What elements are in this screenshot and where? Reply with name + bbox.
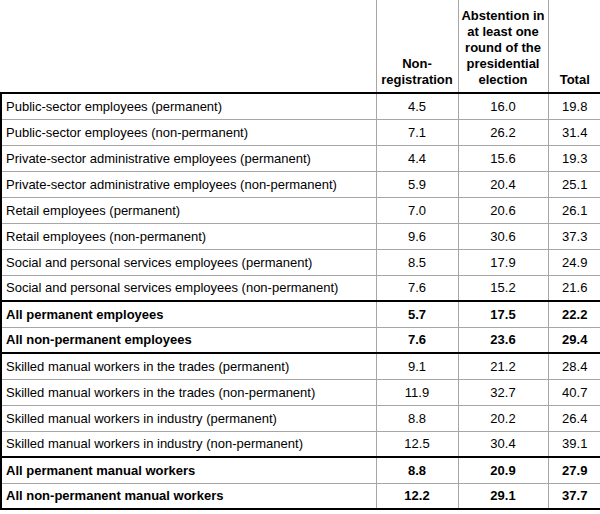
row-label-cell: All permanent employees bbox=[1, 301, 376, 327]
total-cell: 29.4 bbox=[548, 327, 600, 353]
non-registration-cell: 7.6 bbox=[376, 275, 458, 301]
table-row: Public-sector employees (non-permanent)7… bbox=[1, 119, 600, 145]
non-registration-cell: 8.8 bbox=[376, 457, 458, 483]
total-cell: 31.4 bbox=[548, 119, 600, 145]
non-registration-cell: 9.1 bbox=[376, 353, 458, 379]
row-label-cell: Skilled manual workers in the trades (pe… bbox=[1, 353, 376, 379]
table-row: All non-permanent manual workers12.229.1… bbox=[1, 483, 600, 509]
total-cell: 25.1 bbox=[548, 171, 600, 197]
table-row: Skilled manual workers in industry (non-… bbox=[1, 431, 600, 457]
non-registration-cell: 5.7 bbox=[376, 301, 458, 327]
abstention-cell: 23.6 bbox=[458, 327, 548, 353]
total-cell: 21.6 bbox=[548, 275, 600, 301]
abstention-cell: 32.7 bbox=[458, 379, 548, 405]
non-registration-cell: 8.5 bbox=[376, 249, 458, 275]
total-cell: 24.9 bbox=[548, 249, 600, 275]
table-header: Non- registration Abstention in at least… bbox=[1, 0, 600, 93]
abstention-cell: 17.5 bbox=[458, 301, 548, 327]
row-label-cell: Skilled manual workers in the trades (no… bbox=[1, 379, 376, 405]
row-label-cell: Public-sector employees (permanent) bbox=[1, 93, 376, 119]
table-body: Public-sector employees (permanent)4.516… bbox=[1, 93, 600, 509]
header-row: Non- registration Abstention in at least… bbox=[1, 0, 600, 93]
table-row: Public-sector employees (permanent)4.516… bbox=[1, 93, 600, 119]
column-header-non-registration: Non- registration bbox=[376, 0, 458, 93]
page: Non- registration Abstention in at least… bbox=[0, 0, 600, 514]
abstention-cell: 29.1 bbox=[458, 483, 548, 509]
total-cell: 37.7 bbox=[548, 483, 600, 509]
abstention-cell: 16.0 bbox=[458, 93, 548, 119]
abstention-cell: 20.6 bbox=[458, 197, 548, 223]
table-row: All permanent manual workers8.820.927.9 bbox=[1, 457, 600, 483]
non-registration-cell: 7.6 bbox=[376, 327, 458, 353]
abstention-cell: 17.9 bbox=[458, 249, 548, 275]
non-registration-cell: 11.9 bbox=[376, 379, 458, 405]
non-registration-cell: 12.2 bbox=[376, 483, 458, 509]
non-registration-cell: 8.8 bbox=[376, 405, 458, 431]
table-row: Social and personal services employees (… bbox=[1, 249, 600, 275]
total-cell: 26.1 bbox=[548, 197, 600, 223]
column-header-total: Total bbox=[548, 0, 600, 93]
table-row: Skilled manual workers in industry (perm… bbox=[1, 405, 600, 431]
table-row: Private-sector administrative employees … bbox=[1, 171, 600, 197]
row-label-cell: Private-sector administrative employees … bbox=[1, 145, 376, 171]
non-registration-cell: 4.5 bbox=[376, 93, 458, 119]
row-label-cell: Public-sector employees (non-permanent) bbox=[1, 119, 376, 145]
table-row: Private-sector administrative employees … bbox=[1, 145, 600, 171]
total-cell: 37.3 bbox=[548, 223, 600, 249]
row-label-cell: Skilled manual workers in industry (non-… bbox=[1, 431, 376, 457]
non-registration-cell: 4.4 bbox=[376, 145, 458, 171]
column-header-abstention: Abstention in at least one round of the … bbox=[458, 0, 548, 93]
total-cell: 28.4 bbox=[548, 353, 600, 379]
total-cell: 19.8 bbox=[548, 93, 600, 119]
row-label-cell: Skilled manual workers in industry (perm… bbox=[1, 405, 376, 431]
abstention-cell: 20.9 bbox=[458, 457, 548, 483]
abstention-cell: 20.2 bbox=[458, 405, 548, 431]
total-cell: 40.7 bbox=[548, 379, 600, 405]
table-row: Skilled manual workers in the trades (pe… bbox=[1, 353, 600, 379]
table-row: Skilled manual workers in the trades (no… bbox=[1, 379, 600, 405]
row-label-cell: Social and personal services employees (… bbox=[1, 249, 376, 275]
table-row: Social and personal services employees (… bbox=[1, 275, 600, 301]
abstention-cell: 30.4 bbox=[458, 431, 548, 457]
non-registration-cell: 5.9 bbox=[376, 171, 458, 197]
row-label-cell: All permanent manual workers bbox=[1, 457, 376, 483]
total-cell: 26.4 bbox=[548, 405, 600, 431]
table-row: Retail employees (permanent)7.020.626.1 bbox=[1, 197, 600, 223]
row-label-cell: All non-permanent employees bbox=[1, 327, 376, 353]
table-row: All non-permanent employees7.623.629.4 bbox=[1, 327, 600, 353]
row-label-cell: Private-sector administrative employees … bbox=[1, 171, 376, 197]
abstention-cell: 15.6 bbox=[458, 145, 548, 171]
total-cell: 27.9 bbox=[548, 457, 600, 483]
non-registration-cell: 7.0 bbox=[376, 197, 458, 223]
total-cell: 39.1 bbox=[548, 431, 600, 457]
total-cell: 22.2 bbox=[548, 301, 600, 327]
abstention-cell: 26.2 bbox=[458, 119, 548, 145]
column-header-empty bbox=[1, 0, 376, 93]
abstention-cell: 20.4 bbox=[458, 171, 548, 197]
statistics-table: Non- registration Abstention in at least… bbox=[0, 0, 600, 510]
abstention-cell: 15.2 bbox=[458, 275, 548, 301]
non-registration-cell: 7.1 bbox=[376, 119, 458, 145]
row-label-cell: Retail employees (non-permanent) bbox=[1, 223, 376, 249]
row-label-cell: Retail employees (permanent) bbox=[1, 197, 376, 223]
row-label-cell: Social and personal services employees (… bbox=[1, 275, 376, 301]
non-registration-cell: 12.5 bbox=[376, 431, 458, 457]
table-row: All permanent employees5.717.522.2 bbox=[1, 301, 600, 327]
abstention-cell: 21.2 bbox=[458, 353, 548, 379]
table-row: Retail employees (non-permanent)9.630.63… bbox=[1, 223, 600, 249]
row-label-cell: All non-permanent manual workers bbox=[1, 483, 376, 509]
total-cell: 19.3 bbox=[548, 145, 600, 171]
abstention-cell: 30.6 bbox=[458, 223, 548, 249]
non-registration-cell: 9.6 bbox=[376, 223, 458, 249]
